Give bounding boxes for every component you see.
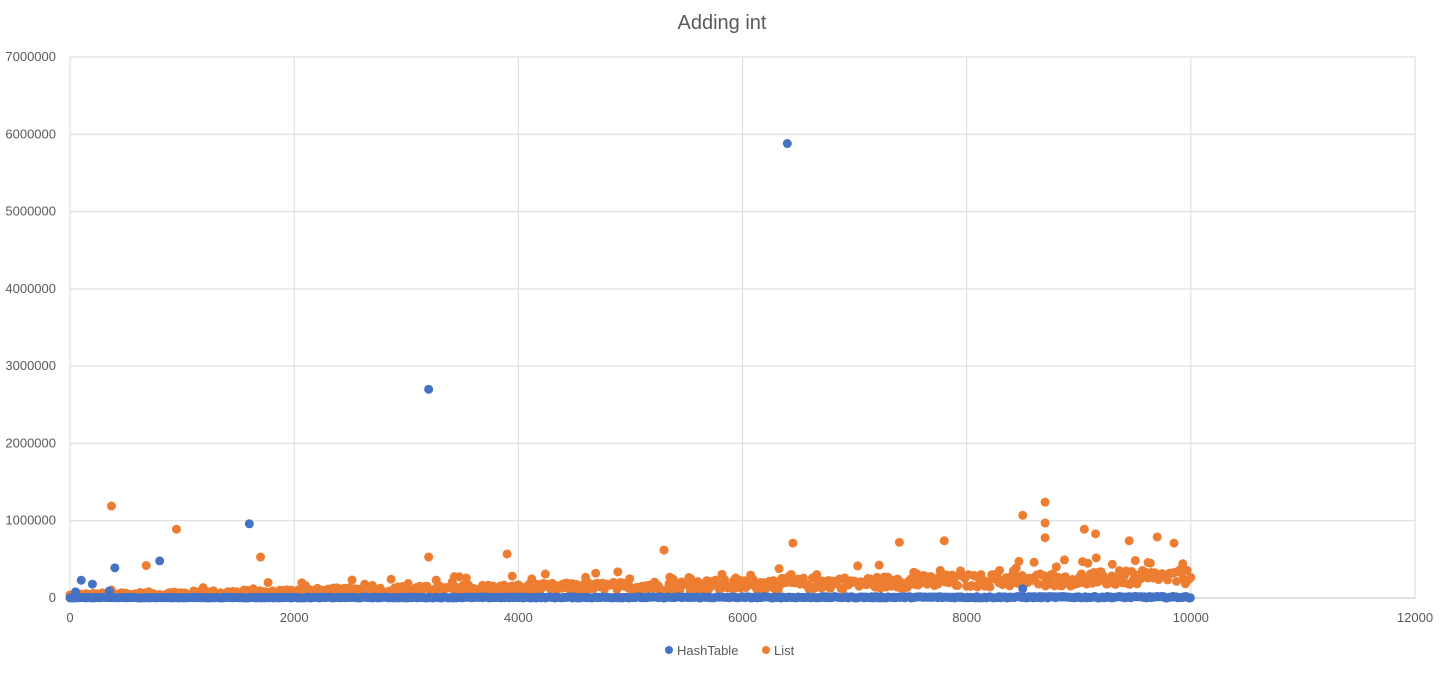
list-outlier-point	[788, 538, 798, 548]
list-point	[1076, 569, 1086, 579]
list-point	[1107, 559, 1117, 569]
y-tick-label: 5000000	[5, 204, 56, 219]
chart-title: Adding int	[678, 12, 767, 34]
list-point	[386, 574, 396, 584]
y-tick-label: 2000000	[5, 435, 56, 450]
hashtable-point	[1185, 593, 1195, 603]
list-outlier-point	[424, 552, 434, 562]
legend-marker-list	[762, 646, 770, 654]
list-outlier-point	[256, 552, 266, 562]
list-point	[613, 567, 623, 577]
list-point	[1186, 572, 1196, 582]
x-tick-label: 6000	[728, 610, 757, 625]
list-outlier-point	[659, 545, 669, 555]
list-outlier-point	[502, 549, 512, 559]
legend-label-list: List	[774, 643, 795, 658]
list-outlier-point	[106, 501, 116, 511]
list-point	[748, 575, 758, 585]
x-tick-label: 8000	[952, 610, 981, 625]
list-outlier-point	[1040, 497, 1050, 507]
list-point	[995, 565, 1005, 575]
axis-layer: 0 1000000 2000000 3000000 4000000 5000000 6000…	[5, 49, 1433, 625]
list-point	[1029, 557, 1039, 567]
list-outlier-point	[171, 524, 181, 534]
legend-marker-hashtable	[665, 646, 673, 654]
list-point	[507, 571, 517, 581]
list-outlier-point	[1079, 524, 1089, 534]
points-layer	[65, 139, 1196, 603]
list-point	[347, 575, 357, 585]
legend: HashTable List	[665, 643, 795, 658]
hashtable-outlier-point	[71, 587, 81, 597]
x-tick-label: 0	[66, 610, 73, 625]
x-tick-label: 2000	[280, 610, 309, 625]
list-outlier-point	[1152, 532, 1162, 542]
hashtable-outlier-point	[87, 579, 97, 589]
hashtable-outlier-point	[110, 563, 120, 573]
list-point	[263, 578, 273, 588]
list-outlier-point	[939, 536, 949, 546]
y-tick-label: 7000000	[5, 49, 56, 64]
list-point	[1005, 581, 1015, 591]
list-point	[1171, 576, 1181, 586]
list-point	[527, 574, 537, 584]
list-point	[1059, 555, 1069, 565]
x-tick-label: 12000	[1397, 610, 1433, 625]
list-point	[853, 561, 863, 571]
y-tick-label: 1000000	[5, 513, 56, 528]
hashtable-outlier-point	[76, 575, 86, 585]
list-point	[1091, 553, 1101, 563]
list-point	[985, 582, 995, 592]
list-point	[591, 568, 601, 578]
list-outlier-point	[1040, 533, 1050, 543]
hashtable-outlier-point	[155, 556, 165, 566]
list-point	[1033, 579, 1043, 589]
list-point	[1145, 558, 1155, 568]
list-point	[874, 560, 884, 570]
list-outlier-point	[1018, 510, 1028, 520]
hashtable-outlier-point	[244, 519, 254, 529]
list-outlier-point	[1124, 536, 1134, 546]
list-point	[947, 570, 957, 580]
list-point	[1083, 558, 1093, 568]
list-point	[540, 569, 550, 579]
list-point	[953, 580, 963, 590]
list-point	[720, 575, 730, 585]
x-tick-label: 10000	[1173, 610, 1209, 625]
list-point	[461, 573, 471, 583]
list-outlier-point	[894, 537, 904, 547]
list-outlier-point	[141, 561, 151, 571]
list-point	[1130, 556, 1140, 566]
list-point	[1053, 572, 1063, 582]
hashtable-outlier-point	[104, 586, 114, 596]
legend-label-hashtable: HashTable	[677, 643, 738, 658]
y-tick-label: 4000000	[5, 281, 56, 296]
grid-layer	[69, 56, 1416, 599]
y-tick-label: 6000000	[5, 126, 56, 141]
list-point	[812, 570, 822, 580]
list-point	[1051, 562, 1061, 572]
hashtable-outlier-point	[424, 384, 434, 394]
list-point	[1182, 565, 1192, 575]
list-outlier-point	[1091, 529, 1101, 539]
list-point	[915, 578, 925, 588]
y-tick-label: 3000000	[5, 358, 56, 373]
list-outlier-point	[1169, 538, 1179, 548]
list-point	[774, 564, 784, 574]
list-point	[1093, 577, 1103, 587]
list-point	[1178, 559, 1188, 569]
list-point	[1014, 556, 1024, 566]
list-point	[625, 574, 635, 584]
hashtable-outlier-point	[1018, 584, 1028, 594]
list-point	[454, 572, 464, 582]
y-tick-label: 0	[49, 590, 56, 605]
x-tick-label: 4000	[504, 610, 533, 625]
list-outlier-point	[1040, 518, 1050, 528]
hashtable-outlier-point	[782, 139, 792, 149]
